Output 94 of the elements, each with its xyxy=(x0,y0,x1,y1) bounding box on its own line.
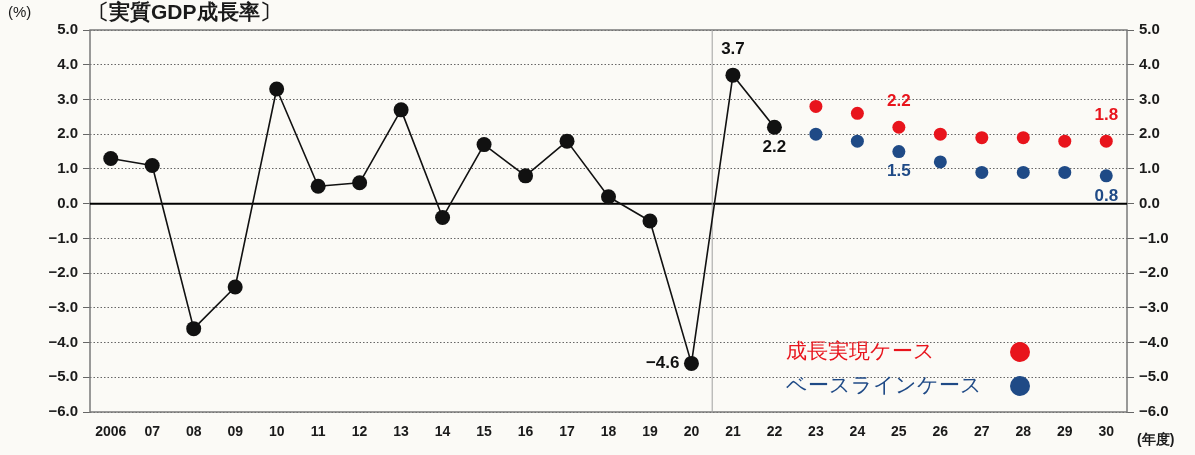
chart-title: 〔実質GDP成長率〕 xyxy=(88,0,281,24)
x-tick-label: 07 xyxy=(144,423,161,440)
x-tick-label: 28 xyxy=(1015,423,1032,440)
x-tick-label: 14 xyxy=(434,423,451,440)
y2-tick-label: −1.0 xyxy=(1139,228,1169,246)
x-tick-label: 21 xyxy=(725,423,741,440)
point xyxy=(435,210,451,226)
point xyxy=(103,150,119,166)
point xyxy=(933,127,947,141)
x-tick-label: 25 xyxy=(891,423,907,440)
y-tick-label: 3.0 xyxy=(57,89,78,107)
data-label: 2.2 xyxy=(762,136,787,156)
y2-tick-label: −6.0 xyxy=(1139,402,1169,420)
x-tick-label: 29 xyxy=(1056,423,1073,440)
point xyxy=(269,81,285,97)
point xyxy=(809,99,823,113)
y2-tick-label: −5.0 xyxy=(1139,367,1169,385)
text: 成長実現ケース xyxy=(786,338,935,362)
x-tick-label: 22 xyxy=(766,423,783,440)
x-tick-label: 18 xyxy=(600,423,617,440)
point xyxy=(1058,165,1072,179)
x-tick-label: 13 xyxy=(393,423,410,440)
y2-tick-label: 0.0 xyxy=(1139,193,1160,211)
point xyxy=(850,106,864,120)
point xyxy=(601,189,616,205)
point xyxy=(975,165,989,179)
y-tick-label: −3.0 xyxy=(48,297,78,315)
y2-tick-label: 3.0 xyxy=(1139,89,1160,107)
point xyxy=(559,133,575,149)
point xyxy=(1099,134,1113,148)
point xyxy=(227,279,243,295)
x-tick-label: 08 xyxy=(185,423,202,440)
x-tick-label: 10 xyxy=(268,423,285,440)
x-tick-label: 27 xyxy=(974,423,990,440)
x-tick-label: 26 xyxy=(932,423,949,440)
y-tick-label: 2.0 xyxy=(57,124,78,142)
data-label: 1.8 xyxy=(1094,104,1119,124)
point xyxy=(476,137,492,153)
point xyxy=(975,131,989,145)
point xyxy=(144,157,160,173)
x-tick-label: 17 xyxy=(559,423,576,440)
data-label: 3.7 xyxy=(721,38,745,58)
point xyxy=(1016,165,1030,179)
y-axis-title: (%) xyxy=(8,3,32,21)
x-tick-label: 16 xyxy=(517,423,534,440)
point xyxy=(1016,131,1030,145)
x-tick-label: 09 xyxy=(227,423,244,440)
point xyxy=(766,119,782,135)
point xyxy=(352,175,368,191)
point xyxy=(892,145,906,159)
point xyxy=(683,355,699,371)
x-tick-label: 24 xyxy=(849,423,866,440)
y2-tick-label: −3.0 xyxy=(1139,297,1169,315)
point xyxy=(310,178,326,194)
x-tick-label: 19 xyxy=(642,423,658,440)
point xyxy=(933,155,947,169)
point xyxy=(850,134,864,148)
point xyxy=(892,120,906,134)
x-tick-label: 23 xyxy=(808,423,824,440)
point xyxy=(642,213,658,229)
point xyxy=(518,168,534,184)
y2-tick-label: −2.0 xyxy=(1139,263,1169,281)
y-tick-label: 0.0 xyxy=(57,193,78,211)
y2-tick-label: 1.0 xyxy=(1139,159,1160,177)
x-tick-label: 12 xyxy=(351,423,368,440)
legend-label: ベースラインケース xyxy=(786,372,982,396)
x-tick-label: 15 xyxy=(476,423,493,440)
data-label: 0.8 xyxy=(1094,185,1119,205)
y-tick-label: −6.0 xyxy=(48,402,78,420)
point xyxy=(809,127,823,141)
y-tick-label: 4.0 xyxy=(57,54,78,72)
point xyxy=(1099,169,1113,183)
y-tick-label: 1.0 xyxy=(57,159,78,177)
y2-tick-label: −4.0 xyxy=(1139,332,1169,350)
x-tick-label: 2006 xyxy=(95,423,127,440)
y2-tick-label: 2.0 xyxy=(1139,124,1160,142)
x-axis-title: (年度) xyxy=(1137,430,1175,447)
point xyxy=(1058,134,1072,148)
point xyxy=(186,321,202,337)
y-tick-label: −1.0 xyxy=(48,228,78,246)
y-tick-label: −5.0 xyxy=(48,367,78,385)
data-label: 1.5 xyxy=(887,161,911,181)
data-label: 2.2 xyxy=(887,90,911,110)
point xyxy=(393,102,409,118)
x-tick-label: 20 xyxy=(683,423,700,440)
y-tick-label: −4.0 xyxy=(48,332,78,350)
point xyxy=(725,67,741,83)
data-label: −4.6 xyxy=(645,353,680,373)
y-tick-label: 5.0 xyxy=(57,20,78,38)
y2-tick-label: 5.0 xyxy=(1139,20,1160,38)
y2-tick-label: 4.0 xyxy=(1139,54,1160,72)
y-tick-label: −2.0 xyxy=(48,263,78,281)
x-tick-label: 30 xyxy=(1098,423,1115,440)
x-tick-label: 11 xyxy=(310,423,326,440)
